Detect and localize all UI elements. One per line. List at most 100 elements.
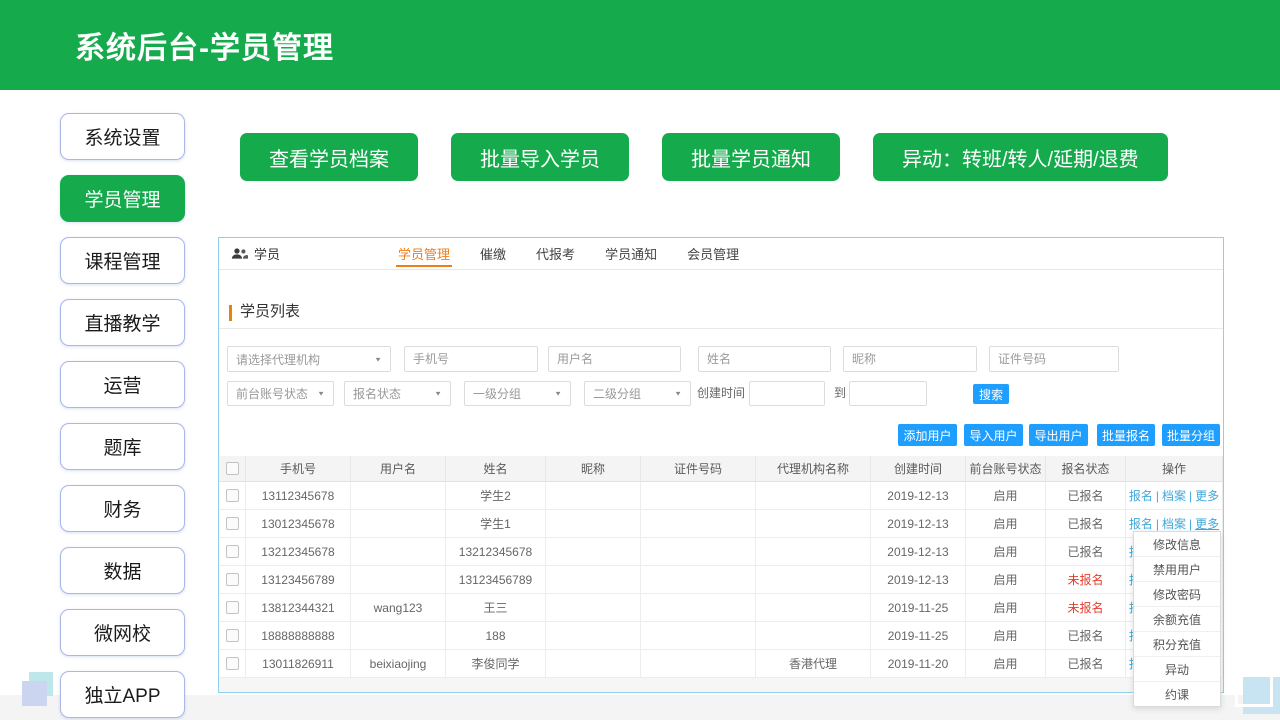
cell-username: [351, 566, 446, 594]
cell-phone: 13012345678: [246, 510, 351, 538]
cell-signup-status: 已报名: [1046, 510, 1126, 538]
cell-name: 王三: [446, 594, 546, 622]
menu-item-4[interactable]: 余额充值: [1134, 607, 1220, 632]
cell-nickname: [546, 538, 641, 566]
table-header-row: 手机号 用户名 姓名 昵称 证件号码 代理机构名称 创建时间 前台账号状态 报名状态 操作: [219, 456, 1223, 482]
sidebar-item-2[interactable]: 学员管理: [60, 175, 185, 222]
cell-id-number: [641, 622, 756, 650]
sidebar-item-3[interactable]: 课程管理: [60, 237, 185, 284]
nickname-filter-input[interactable]: [843, 346, 977, 372]
quick-action-2[interactable]: 批量导入学员: [451, 133, 629, 181]
username-filter-input[interactable]: [548, 346, 681, 372]
menu-item-3[interactable]: 修改密码: [1134, 582, 1220, 607]
cell-created: 2019-12-13: [871, 482, 966, 510]
sidebar-item-4[interactable]: 直播教学: [60, 299, 185, 346]
cell-created: 2019-12-13: [871, 566, 966, 594]
row-checkbox[interactable]: [225, 657, 239, 670]
cell-nickname: [546, 650, 641, 678]
menu-item-7[interactable]: 约课: [1134, 682, 1220, 706]
tab-3[interactable]: 代报考: [536, 247, 576, 262]
created-time-label: 创建时间: [697, 386, 746, 400]
cell-phone: 13212345678: [246, 538, 351, 566]
cell-nickname: [546, 482, 641, 510]
cell-id-number: [641, 594, 756, 622]
action-link-2[interactable]: 档案: [1161, 517, 1186, 531]
quick-action-1[interactable]: 查看学员档案: [240, 133, 418, 181]
menu-item-5[interactable]: 积分充值: [1134, 632, 1220, 657]
row-checkbox[interactable]: [225, 601, 239, 614]
cell-id-number: [641, 566, 756, 594]
group1-select[interactable]: 一级分组 ▼: [464, 381, 571, 406]
cell-phone: 18888888888: [246, 622, 351, 650]
menu-item-1[interactable]: 修改信息: [1134, 532, 1220, 557]
group2-select[interactable]: 二级分组 ▼: [584, 381, 691, 406]
action-link-1[interactable]: 报名: [1128, 489, 1153, 503]
cell-actions: 报名|档案|更多: [1126, 482, 1223, 510]
phone-filter-input[interactable]: [404, 346, 538, 372]
signup-status-select[interactable]: 报名状态 ▼: [344, 381, 451, 406]
idnumber-filter-input[interactable]: [989, 346, 1119, 372]
select-all-checkbox[interactable]: [225, 462, 239, 475]
tab-2[interactable]: 催缴: [480, 247, 507, 262]
cell-nickname: [546, 594, 641, 622]
import-user-button[interactable]: 导入用户: [964, 424, 1023, 446]
menu-item-2[interactable]: 禁用用户: [1134, 557, 1220, 582]
action-link-1[interactable]: 报名: [1128, 517, 1153, 531]
row-checkbox-cell: [219, 538, 246, 566]
header-checkbox-cell: [219, 456, 246, 482]
row-checkbox[interactable]: [225, 545, 239, 558]
row-checkbox[interactable]: [225, 629, 239, 642]
sidebar-item-7[interactable]: 财务: [60, 485, 185, 532]
action-link-2[interactable]: 档案: [1161, 489, 1186, 503]
cell-nickname: [546, 622, 641, 650]
cell-name: 188: [446, 622, 546, 650]
bulk-signup-button[interactable]: 批量报名: [1097, 424, 1155, 446]
tab-1[interactable]: 学员管理: [396, 238, 453, 269]
cell-account-status: 启用: [966, 538, 1046, 566]
col-header-10: 操作: [1126, 456, 1223, 482]
bulk-group-button[interactable]: 批量分组: [1162, 424, 1220, 446]
chevron-down-icon: ▼: [374, 355, 382, 363]
cell-signup-status: 已报名: [1046, 482, 1126, 510]
sidebar-item-1[interactable]: 系统设置: [60, 113, 185, 160]
quick-action-4[interactable]: 异动：转班/转人/延期/退费: [873, 133, 1168, 181]
sidebar-item-9[interactable]: 微网校: [60, 609, 185, 656]
account-status-select[interactable]: 前台账号状态 ▼: [227, 381, 334, 406]
created-to-input[interactable]: [849, 381, 927, 406]
cell-created: 2019-12-13: [871, 510, 966, 538]
tab-4[interactable]: 学员通知: [605, 247, 658, 262]
cell-signup-status: 已报名: [1046, 622, 1126, 650]
row-checkbox-cell: [219, 566, 246, 594]
row-checkbox[interactable]: [225, 517, 239, 530]
cell-phone: 13123456789: [246, 566, 351, 594]
table-row-2: 13012345678 学生1 2019-12-13 启用 已报名 报名 | 档案 | 更多: [219, 510, 1223, 538]
search-button[interactable]: 搜索: [973, 384, 1009, 404]
tab-5[interactable]: 会员管理: [687, 247, 740, 262]
col-header-5: 证件号码: [641, 456, 756, 482]
row-checkbox[interactable]: [225, 573, 239, 586]
action-link-3[interactable]: 更多: [1195, 517, 1220, 531]
section-accent-bar: [229, 305, 232, 321]
students-table: 手机号 用户名 姓名 昵称 证件号码 代理机构名称 创建时间 前台账号状态 报名状态 操作 1311…: [219, 456, 1223, 678]
menu-item-6[interactable]: 异动: [1134, 657, 1220, 682]
add-user-button[interactable]: 添加用户: [898, 424, 957, 446]
cell-signup-status: 未报名: [1046, 566, 1126, 594]
row-checkbox[interactable]: [225, 489, 239, 502]
created-from-input[interactable]: [749, 381, 825, 406]
cell-actions: 报名|档案|更多: [1126, 510, 1223, 538]
decor-square-lavender: [22, 681, 47, 706]
sidebar-item-6[interactable]: 题库: [60, 423, 185, 470]
filter-agency-select[interactable]: 请选择代理机构 ▼: [227, 346, 391, 372]
cell-username: [351, 482, 446, 510]
action-separator: |: [1155, 488, 1159, 503]
action-link-3[interactable]: 更多: [1195, 489, 1220, 503]
sidebar-item-5[interactable]: 运营: [60, 361, 185, 408]
sidebar-item-10[interactable]: 独立APP: [60, 671, 185, 718]
name-filter-input[interactable]: [698, 346, 831, 372]
export-user-button[interactable]: 导出用户: [1029, 424, 1088, 446]
bottom-strip: [0, 695, 1280, 720]
quick-action-3[interactable]: 批量学员通知: [662, 133, 840, 181]
cell-name: 学生2: [446, 482, 546, 510]
sidebar-item-8[interactable]: 数据: [60, 547, 185, 594]
